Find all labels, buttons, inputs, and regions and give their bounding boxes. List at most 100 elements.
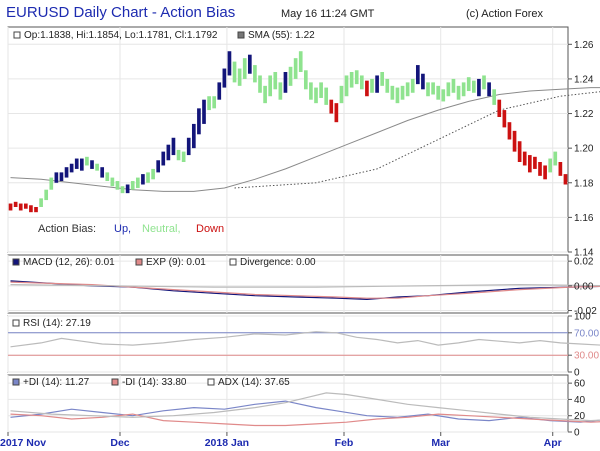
price-bar [334, 103, 339, 123]
x-tick-label: Apr [544, 437, 562, 449]
trend-line [234, 91, 600, 189]
price-bar [507, 122, 512, 140]
rsi-y-ticks: 100 70.00 30.00 0 [568, 312, 599, 379]
price-bar [543, 165, 547, 180]
divergence-legend-swatch [229, 258, 237, 266]
action-bias-title: Action Bias: [38, 223, 96, 235]
adx-legend: ADX (14): 37.65 [218, 377, 290, 388]
price-bar [59, 172, 64, 182]
sma-legend: SMA (55): 1.22 [248, 30, 315, 41]
price-bar [181, 151, 186, 162]
y-tick-label: -0.02 [574, 306, 597, 317]
price-bar [146, 172, 150, 183]
price-bar [405, 82, 410, 97]
y-tick-label: 20 [574, 411, 586, 422]
rsi-panel-frame [7, 315, 569, 373]
price-bar [85, 156, 89, 166]
price-bar [466, 77, 471, 92]
price-bar [436, 85, 441, 100]
price-bar [79, 158, 84, 171]
y-tick-label: 1.18 [574, 178, 594, 189]
y-tick-label: 100 [574, 312, 591, 323]
price-bar [217, 82, 222, 100]
price-bar [482, 75, 486, 90]
price-bar [446, 82, 451, 97]
price-bar [431, 82, 435, 95]
price-bar [517, 141, 522, 162]
price-bar [191, 123, 196, 149]
price-bar [263, 85, 267, 104]
price-bar [421, 73, 425, 90]
y-tick-label: 60 [574, 379, 586, 390]
macd-legend: MACD (12, 26): 0.01 [23, 257, 115, 268]
y-tick-label: 1.16 [574, 213, 594, 224]
exp-legend: EXP (9): 0.01 [146, 257, 206, 268]
y-tick-label: 0 [574, 428, 580, 439]
price-bar [161, 151, 166, 166]
price-bar [293, 58, 298, 79]
y-tick-label: 40 [574, 395, 586, 406]
price-bar [125, 184, 130, 194]
price-bar [242, 58, 247, 79]
macd-lines [10, 280, 600, 301]
y-tick-label: 1.26 [574, 40, 594, 51]
price-bar [207, 96, 211, 111]
price-bar [74, 158, 79, 169]
price-bar [533, 156, 537, 169]
price-grid [7, 27, 568, 253]
price-bar [197, 108, 201, 135]
price-bar [522, 151, 527, 166]
price-bar [456, 85, 461, 100]
macd-y-ticks: 0.02 0.00 -0.02 [568, 257, 597, 317]
adx-panel-frame [7, 374, 569, 433]
y-tick-label: 1.14 [574, 248, 594, 259]
price-bar [247, 54, 252, 74]
action-bias-neutral: Neutral, [142, 223, 181, 235]
price-bar [344, 75, 349, 97]
price-bar [527, 155, 532, 173]
price-bar [13, 201, 18, 207]
pdi-legend: +DI (14): 11.27 [23, 377, 90, 388]
rsi-legend-swatch [12, 319, 20, 327]
adx-series-line [10, 392, 600, 422]
price-bar [365, 80, 369, 97]
price-bar [288, 66, 293, 86]
price-bar [232, 61, 237, 83]
price-bar [349, 72, 354, 88]
price-bar [110, 177, 115, 187]
sma-line [10, 87, 600, 192]
price-bar [237, 68, 242, 86]
price-bar [186, 137, 191, 156]
price-bar [390, 85, 395, 100]
price-bar [253, 65, 257, 83]
x-tick-label: Mar [431, 437, 450, 449]
price-bars [8, 51, 568, 213]
price-bar [283, 72, 288, 93]
price-bar [268, 75, 273, 97]
rsi-lines [10, 331, 600, 348]
price-bar [34, 207, 38, 213]
chart-title: EURUSD Daily Chart - Action Bias [6, 4, 236, 21]
price-bar [100, 167, 105, 178]
adx-legend-swatch [207, 378, 215, 386]
price-bar [563, 174, 568, 185]
price-bar [171, 137, 176, 156]
price-bar [130, 181, 135, 190]
y-tick-label: 30.00 [574, 351, 599, 362]
price-bar [329, 99, 334, 114]
price-bar [90, 160, 94, 169]
price-bar [222, 68, 227, 88]
price-bar [278, 82, 283, 100]
price-bar [324, 87, 329, 105]
price-bar [314, 87, 318, 104]
price-bar [44, 189, 49, 201]
price-bar [18, 203, 23, 211]
price-bar [176, 149, 181, 161]
mdi-legend: -DI (14): 33.80 [122, 377, 187, 388]
price-bar [212, 96, 217, 109]
price-bar [548, 158, 553, 173]
price-bar [512, 130, 517, 152]
pdi-legend-swatch [12, 378, 20, 386]
price-bar [553, 151, 558, 166]
